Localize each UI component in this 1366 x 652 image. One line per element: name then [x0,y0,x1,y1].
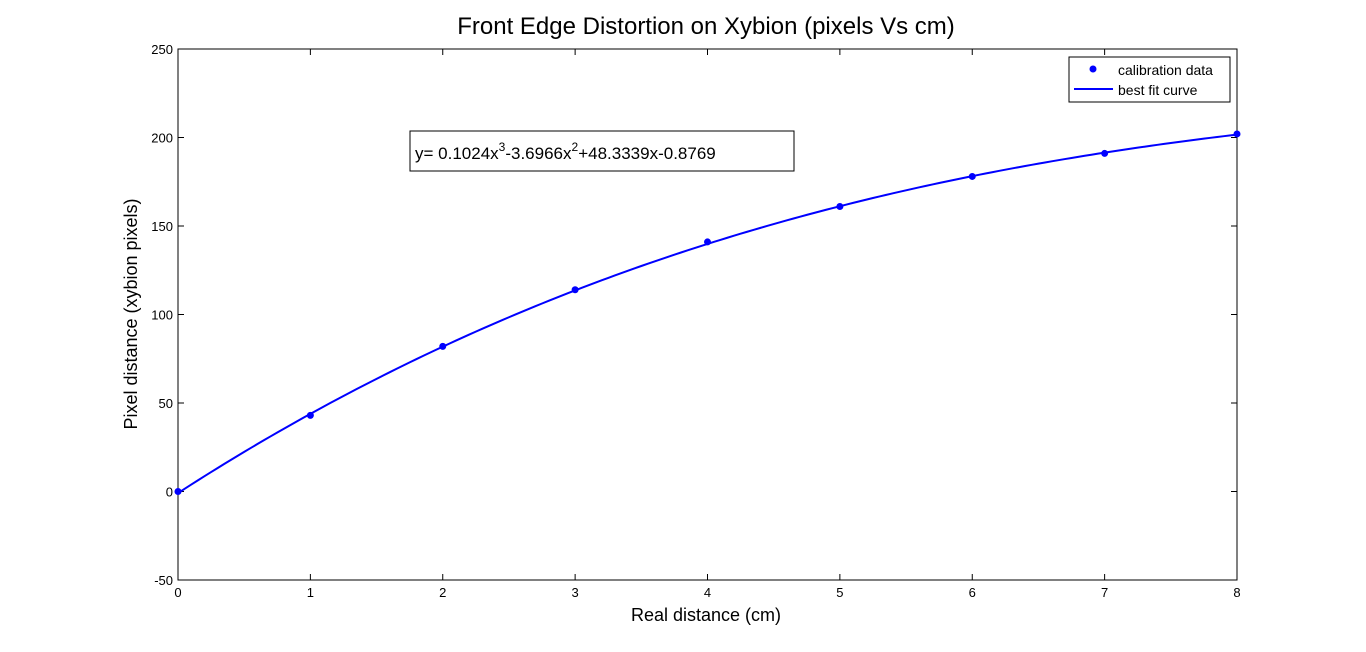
calibration-point [836,203,844,211]
equation-exponent-2: 2 [572,140,579,154]
calibration-point [306,411,314,419]
calibration-points-layer [174,130,1241,495]
y-tick-label: 100 [151,308,173,323]
calibration-point [439,342,447,350]
equation-box [409,130,795,172]
y-tick-label: -50 [154,573,173,588]
y-axis-ticks: -50 0 50 100 150 200 250 [151,42,1237,588]
legend-marker-calibration-data [1089,65,1097,73]
chart-title: Front Edge Distortion on Xybion (pixels … [457,13,955,40]
calibration-point [704,238,711,246]
calibration-point [571,286,579,294]
x-tick-label: 4 [704,585,711,600]
equation-exponent-3: 3 [499,140,506,154]
calibration-point [1233,130,1241,138]
equation-suffix: +48.3339x-0.8769 [578,144,716,163]
x-tick-label: 7 [1101,585,1108,600]
y-axis-label: Pixel distance (xybion pixels) [121,198,141,429]
plot-area [177,48,1238,581]
x-tick-label: 1 [307,585,314,600]
x-tick-label: 2 [439,585,446,600]
y-tick-label: 250 [151,42,173,57]
equation-middle: -3.6966x [505,144,572,163]
x-tick-label: 8 [1233,585,1240,600]
x-axis-ticks: 0 1 2 3 4 5 6 7 8 [174,49,1241,600]
x-tick-label: 3 [572,585,579,600]
equation-text: y= 0.1024x3-3.6966x2+48.3339x-0.8769 [415,140,716,163]
legend-box [1068,56,1231,103]
calibration-point [1101,149,1109,157]
legend: calibration data best fit curve [1068,56,1231,103]
calibration-point [174,488,182,495]
legend-label-calibration-data: calibration data [1118,62,1213,78]
y-tick-label: 150 [151,219,173,234]
y-tick-label: 200 [151,131,173,146]
x-tick-label: 5 [836,585,843,600]
y-tick-label: 0 [166,485,173,500]
x-tick-label: 6 [969,585,976,600]
calibration-point [968,172,976,180]
x-tick-label: 0 [174,585,181,600]
y-tick-label: 50 [159,396,173,411]
x-axis-label: Real distance (cm) [631,605,781,625]
equation-prefix: y= 0.1024x [415,144,499,163]
equation-annotation: y= 0.1024x3-3.6966x2+48.3339x-0.8769 [409,130,795,172]
legend-label-best-fit-curve: best fit curve [1118,82,1198,98]
